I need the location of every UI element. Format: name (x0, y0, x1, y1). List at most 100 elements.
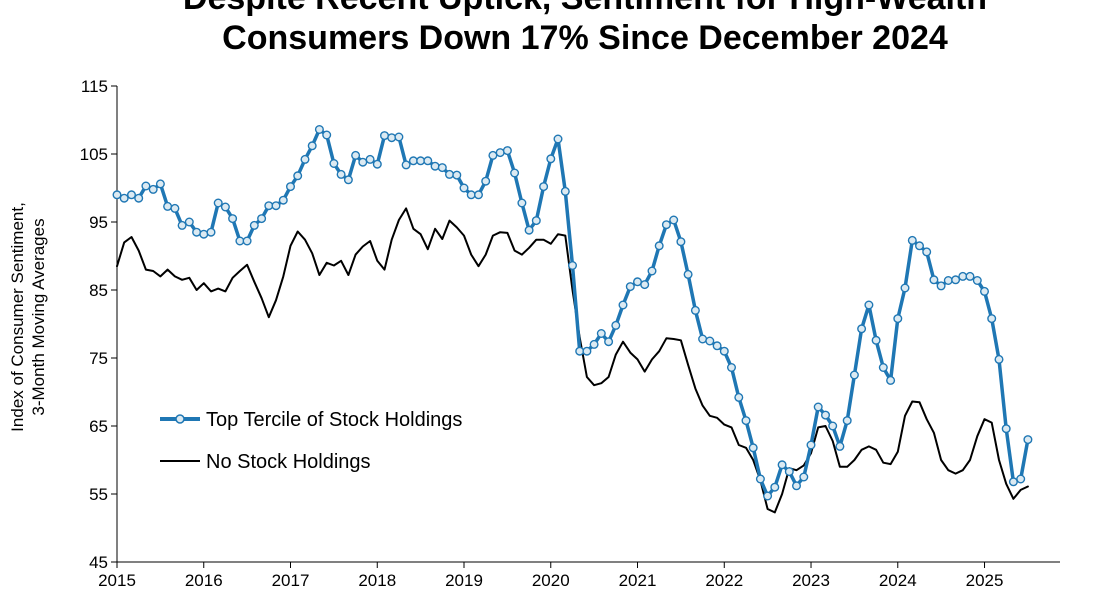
data-point-top-tercile (278, 195, 288, 205)
y-tick-label: 105 (80, 145, 108, 164)
x-tick-label: 2019 (445, 571, 483, 590)
data-point-top-tercile (358, 157, 368, 167)
chart-title: Despite Recent Uptick, Sentiment for Hig… (0, 0, 1095, 58)
data-point-top-tercile (1016, 474, 1026, 484)
legend-label-top-tercile: Top Tercile of Stock Holdings (206, 409, 462, 431)
data-point-top-tercile (763, 491, 773, 501)
data-point-top-tercile (719, 346, 729, 356)
data-point-top-tercile (387, 133, 397, 143)
data-point-top-tercile (206, 227, 216, 237)
data-point-top-tercile (184, 217, 194, 227)
data-point-top-tercile (199, 229, 209, 239)
data-point-top-tercile (1008, 477, 1018, 487)
data-point-top-tercile (951, 275, 961, 285)
y-tick-label: 75 (89, 349, 108, 368)
x-tick-label: 2025 (966, 571, 1004, 590)
data-point-top-tercile (300, 154, 310, 164)
data-point-top-tercile (965, 271, 975, 281)
data-point-top-tercile (755, 474, 765, 484)
data-point-top-tercile (568, 261, 578, 271)
data-point-top-tercile (437, 163, 447, 173)
data-point-top-tercile (864, 300, 874, 310)
data-point-top-tercile (112, 190, 122, 200)
data-point-top-tercile (314, 124, 324, 134)
data-point-top-tercile (821, 410, 831, 420)
data-point-top-tercile (177, 220, 187, 230)
data-point-top-tercile (647, 266, 657, 276)
data-point-top-tercile (806, 440, 816, 450)
data-point-top-tercile (329, 158, 339, 168)
data-point-top-tercile (900, 283, 910, 293)
data-point-top-tercile (264, 201, 274, 211)
data-point-top-tercile (669, 215, 679, 225)
data-point-top-tercile (734, 392, 744, 402)
data-point-top-tercile (293, 171, 303, 181)
data-point-top-tercile (575, 346, 585, 356)
x-tick-label: 2021 (619, 571, 657, 590)
data-point-top-tercile (170, 203, 180, 213)
data-point-top-tercile (1001, 424, 1011, 434)
data-point-top-tercile (770, 482, 780, 492)
data-point-top-tercile (531, 216, 541, 226)
data-point-top-tercile (582, 346, 592, 356)
chart-title-line-2: Consumers Down 17% Since December 2024 (222, 19, 948, 57)
data-point-top-tercile (842, 416, 852, 426)
data-point-top-tercile (249, 220, 259, 230)
data-point-top-tercile (510, 168, 520, 178)
data-point-top-tercile (336, 169, 346, 179)
data-point-top-tercile (452, 170, 462, 180)
data-point-top-tercile (705, 336, 715, 346)
y-axis-label-line-1: Index of Consumer Sentiment, (8, 202, 27, 432)
data-point-top-tercile (401, 160, 411, 170)
data-point-top-tercile (119, 193, 129, 203)
y-tick-label: 55 (89, 485, 108, 504)
data-point-top-tercile (596, 329, 606, 339)
data-point-top-tercile (654, 241, 664, 251)
data-point-top-tercile (625, 282, 635, 292)
data-point-top-tercile (878, 363, 888, 373)
data-point-top-tercile (835, 441, 845, 451)
data-point-top-tercile (748, 443, 758, 453)
data-point-top-tercile (372, 159, 382, 169)
data-point-top-tercile (220, 202, 230, 212)
y-tick-label: 95 (89, 213, 108, 232)
data-point-top-tercile (286, 182, 296, 192)
x-tick-label: 2018 (358, 571, 396, 590)
x-tick-label: 2024 (879, 571, 917, 590)
data-point-top-tercile (633, 277, 643, 287)
data-point-top-tercile (792, 481, 802, 491)
data-point-top-tercile (242, 236, 252, 246)
x-tick-label: 2020 (532, 571, 570, 590)
data-point-top-tercile (828, 421, 838, 431)
data-point-top-tercile (416, 156, 426, 166)
x-tick-label: 2017 (272, 571, 310, 590)
data-point-top-tercile (589, 339, 599, 349)
data-point-top-tercile (459, 183, 469, 193)
data-point-top-tercile (676, 237, 686, 247)
series-line-top-tercile (115, 127, 1030, 498)
y-tick-label: 85 (89, 281, 108, 300)
axes: 45 55 65 75 85 95 105 115 2015 2016 2017 2018 2019 20… (80, 77, 1060, 590)
data-point-top-tercile (155, 179, 165, 189)
data-point-top-tercile (618, 300, 628, 310)
data-point-top-tercile (343, 175, 353, 185)
data-point-top-tercile (604, 337, 614, 347)
data-point-top-tercile (640, 280, 650, 290)
data-point-top-tercile (517, 198, 527, 208)
data-point-top-tercile (192, 227, 202, 237)
data-point-top-tercile (683, 269, 693, 279)
data-point-top-tercile (365, 154, 375, 164)
data-point-top-tercile (474, 190, 484, 200)
y-tick-label: 45 (89, 553, 108, 572)
data-point-top-tercile (351, 150, 361, 160)
data-point-top-tercile (690, 305, 700, 315)
data-point-top-tercile (987, 314, 997, 324)
data-point-top-tercile (799, 472, 809, 482)
data-point-top-tercile (430, 161, 440, 171)
data-point-top-tercile (141, 181, 151, 191)
data-point-top-tercile (784, 467, 794, 477)
data-point-top-tercile (712, 341, 722, 351)
data-point-top-tercile (915, 241, 925, 251)
data-point-top-tercile (502, 146, 512, 156)
data-point-top-tercile (857, 324, 867, 334)
